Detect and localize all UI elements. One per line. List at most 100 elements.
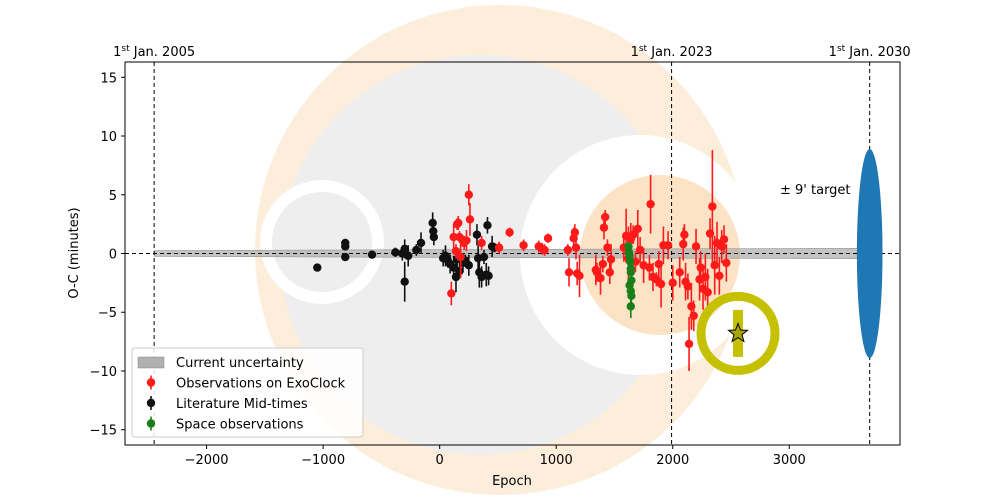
- data-point: [477, 238, 486, 248]
- data-point: [519, 241, 528, 250]
- data-point: [703, 288, 712, 297]
- data-point: [543, 234, 553, 243]
- data-point: [689, 311, 698, 320]
- x-tick-label: 1000: [540, 453, 573, 468]
- data-point: [563, 245, 573, 255]
- data-point: [598, 259, 608, 269]
- data-point: [679, 239, 688, 249]
- target-annotation: ± 9' target: [780, 183, 851, 198]
- data-point: [719, 235, 729, 244]
- data-point: [628, 230, 638, 239]
- data-point: [449, 232, 458, 242]
- x-tick-label: 2000: [656, 453, 689, 468]
- legend-label: Observations on ExoClock: [176, 377, 346, 392]
- data-point: [456, 252, 465, 262]
- data-point: [455, 266, 464, 276]
- x-axis-label: Epoch: [492, 474, 532, 489]
- y-tick-label: 10: [100, 130, 117, 145]
- data-point: [400, 277, 409, 286]
- data-point: [465, 215, 475, 224]
- data-point: [403, 251, 413, 261]
- date-marker-labels: 1st Jan. 2005 1st Jan. 2023 1st Jan. 2030: [113, 44, 911, 60]
- data-point: [683, 282, 693, 291]
- data-point: [479, 252, 489, 262]
- y-tick-label: −10: [90, 365, 117, 380]
- y-tick-label: −5: [98, 306, 117, 321]
- data-point: [341, 242, 350, 251]
- data-point: [605, 268, 615, 277]
- data-point: [668, 278, 677, 288]
- y-tick-label: 15: [100, 71, 117, 86]
- data-point: [596, 273, 605, 283]
- data-point: [633, 224, 642, 234]
- data-point: [684, 339, 694, 349]
- data-point: [656, 279, 666, 289]
- highlight-ring: [696, 291, 780, 375]
- data-point: [483, 221, 492, 230]
- data-point: [367, 250, 377, 259]
- data-point: [447, 289, 456, 298]
- date-marker-label: 1st Jan. 2030: [829, 44, 911, 60]
- data-point: [571, 243, 581, 252]
- data-point: [722, 258, 731, 268]
- date-marker-label: 1st Jan. 2005: [113, 44, 195, 60]
- legend-swatch: [146, 398, 156, 408]
- data-point: [451, 246, 461, 256]
- data-point: [606, 255, 616, 264]
- data-point: [675, 268, 684, 277]
- data-point: [341, 252, 350, 262]
- data-point: [494, 243, 504, 252]
- plot-area: [125, 62, 900, 445]
- data-point: [412, 245, 421, 255]
- data-point: [715, 271, 724, 281]
- data-point: [575, 271, 584, 281]
- y-tick-label: 0: [109, 248, 117, 263]
- data-point: [462, 236, 471, 245]
- legend-swatch: [146, 378, 156, 387]
- legend-box: [131, 347, 364, 438]
- legend-label: Space observations: [176, 418, 304, 433]
- axis-ticks: −2000 −1000 0 1000 2000 3000 −15 −10 −5 0 5 10 15: [90, 71, 806, 468]
- data-point: [505, 228, 514, 237]
- data-point: [472, 230, 482, 239]
- x-tick-label: 0: [436, 453, 444, 468]
- data-point: [646, 199, 655, 209]
- data-point: [680, 230, 689, 239]
- legend: Current uncertainty Observations on ExoCl…: [131, 347, 364, 438]
- data-point: [416, 238, 426, 248]
- data-point: [464, 190, 473, 199]
- series-observations: [447, 150, 731, 371]
- data-point: [626, 257, 635, 266]
- series-literature: [313, 212, 499, 302]
- data-point: [540, 245, 549, 255]
- data-point: [626, 302, 635, 311]
- legend-label: Literature Mid-times: [176, 397, 308, 412]
- data-point: [313, 263, 322, 272]
- data-point: [391, 248, 400, 257]
- y-axis-label: O-C (minutes): [67, 207, 82, 298]
- data-point: [429, 232, 439, 242]
- data-point: [663, 241, 673, 250]
- data-point: [454, 218, 463, 228]
- y-tick-label: −15: [90, 424, 117, 439]
- y-tick-label: 5: [109, 189, 117, 204]
- highlight-star: [727, 321, 749, 343]
- legend-swatch: [137, 356, 165, 369]
- data-point: [464, 261, 473, 270]
- x-tick-label: −2000: [185, 453, 229, 468]
- data-point: [484, 271, 493, 281]
- data-point: [570, 228, 580, 237]
- data-point: [600, 212, 610, 222]
- date-marker-label: 1st Jan. 2023: [631, 44, 713, 60]
- data-point: [400, 244, 409, 254]
- legend-label: Current uncertainty: [176, 356, 304, 371]
- data-point: [691, 242, 701, 251]
- data-point: [564, 268, 574, 277]
- target-ellipse: [856, 148, 883, 359]
- data-point: [645, 263, 654, 272]
- data-point: [599, 223, 609, 232]
- x-tick-label: −1000: [301, 453, 345, 468]
- data-point: [603, 243, 612, 252]
- data-point: [708, 202, 717, 211]
